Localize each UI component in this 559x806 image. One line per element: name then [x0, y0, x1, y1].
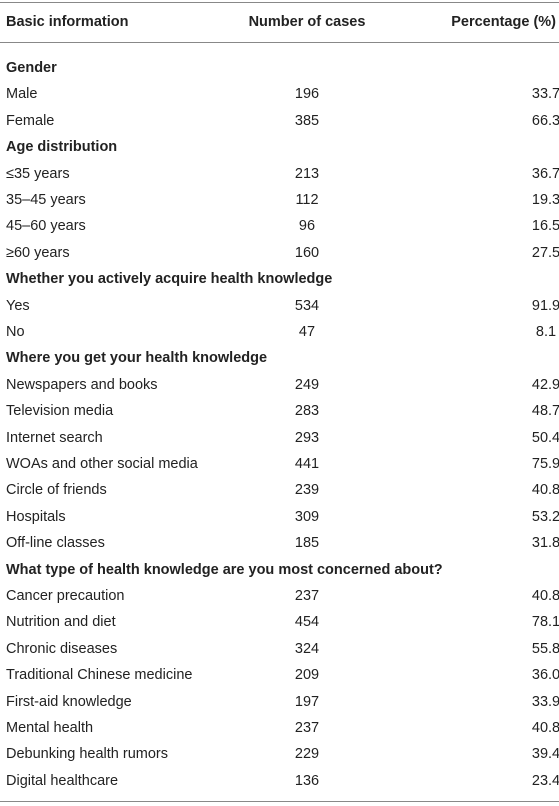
row-label: Chronic diseases — [6, 640, 118, 657]
cell-value: 66.3 — [531, 112, 559, 129]
row-label: No — [6, 324, 25, 340]
section-heading: Gender — [6, 60, 57, 76]
row-label: Debunking health rumors — [6, 746, 169, 763]
section-heading: Age distribution — [6, 139, 118, 156]
cell-value: 31.8 — [531, 535, 559, 552]
cell-value: 283 — [294, 403, 320, 420]
column-header: Basic information — [6, 14, 129, 30]
row-label: Off-line classes — [6, 535, 105, 552]
cell-value: 534 — [294, 297, 320, 314]
row-label: Yes — [6, 297, 30, 314]
row-label: First-aid knowledge — [6, 693, 132, 710]
cell-value: 47 — [298, 324, 316, 340]
cell-value: 36.0 — [531, 667, 559, 684]
bottom-rule — [0, 801, 559, 802]
cell-value: 48.7 — [531, 403, 559, 420]
column-header: Percentage (%) — [451, 14, 556, 30]
cell-value: 33.7 — [531, 86, 559, 103]
cell-value: 42.9 — [531, 376, 559, 393]
cell-value: 136 — [294, 772, 320, 789]
cell-value: 229 — [294, 746, 320, 763]
cell-value: 27.5 — [531, 244, 559, 261]
cell-value: 53.2 — [531, 508, 559, 525]
row-label: Newspapers and books — [6, 376, 158, 393]
header-rule — [0, 42, 559, 43]
cell-value: 96 — [298, 218, 316, 235]
cell-value: 454 — [294, 614, 320, 631]
row-label: Nutrition and diet — [6, 614, 116, 631]
row-label: Internet search — [6, 429, 103, 446]
row-label: Circle of friends — [6, 482, 107, 499]
cell-value: 23.4 — [531, 772, 559, 789]
cell-value: 55.8 — [531, 640, 559, 657]
cell-value: 213 — [294, 165, 320, 182]
row-label: Digital healthcare — [6, 772, 119, 789]
cell-value: 40.8 — [531, 588, 559, 604]
cell-value: 39.4 — [531, 746, 559, 763]
row-label: ≤35 years — [6, 165, 70, 182]
column-header: Number of cases — [248, 14, 366, 30]
row-label: 35–45 years — [6, 192, 86, 208]
cell-value: 209 — [294, 667, 320, 684]
cell-value: 324 — [294, 640, 320, 657]
cell-value: 309 — [294, 508, 320, 525]
cell-value: 197 — [294, 693, 320, 710]
cell-value: 237 — [294, 720, 320, 736]
cell-value: 293 — [294, 429, 320, 446]
row-label: Hospitals — [6, 508, 66, 525]
cell-value: 40.8 — [531, 482, 559, 499]
row-label: WOAs and other social media — [6, 456, 198, 472]
cell-value: 8.1 — [535, 324, 557, 340]
cell-value: 185 — [294, 535, 320, 552]
row-label: Mental health — [6, 720, 94, 736]
cell-value: 75.9 — [531, 456, 559, 472]
cell-value: 19.3 — [531, 192, 559, 208]
cell-value: 237 — [294, 588, 320, 604]
cell-value: 78.1 — [531, 614, 559, 631]
section-heading: Where you get your health knowledge — [6, 350, 268, 367]
cell-value: 40.8 — [531, 720, 559, 736]
cell-value: 249 — [294, 376, 320, 393]
cell-value: 91.9 — [531, 297, 559, 314]
row-label: Television media — [6, 403, 114, 420]
cell-value: 16.5 — [531, 218, 559, 235]
top-rule — [0, 2, 559, 3]
row-label: ≥60 years — [6, 244, 70, 261]
section-heading: Whether you actively acquire health know… — [6, 271, 333, 288]
cell-value: 441 — [294, 456, 320, 472]
cell-value: 50.4 — [531, 429, 559, 446]
row-label: Traditional Chinese medicine — [6, 667, 193, 684]
cell-value: 160 — [294, 244, 320, 261]
row-label: Female — [6, 112, 55, 129]
cell-value: 196 — [294, 86, 320, 103]
cell-value: 112 — [295, 192, 319, 208]
cell-value: 36.7 — [531, 165, 559, 182]
row-label: 45–60 years — [6, 218, 86, 235]
cell-value: 239 — [294, 482, 320, 499]
cell-value: 385 — [294, 112, 320, 129]
row-label: Cancer precaution — [6, 588, 125, 604]
cell-value: 33.9 — [531, 693, 559, 710]
row-label: Male — [6, 86, 38, 103]
section-heading: What type of health knowledge are you mo… — [6, 561, 443, 578]
